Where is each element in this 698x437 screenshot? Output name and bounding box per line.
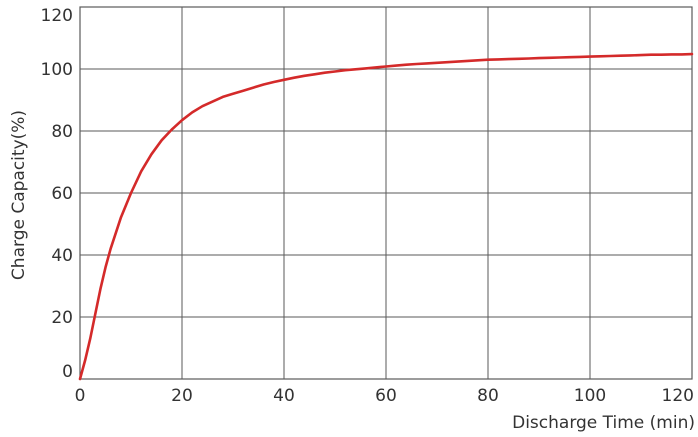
y-axis-title: Charge Capacity(%) — [9, 110, 29, 280]
x-tick-label: 100 — [574, 386, 606, 406]
series-group — [78, 52, 694, 381]
x-tick-label: 40 — [273, 386, 295, 406]
x-axis-title: Discharge Time (min) — [512, 413, 695, 433]
y-tick-label: 100 — [41, 60, 73, 80]
x-tick-label: 0 — [75, 386, 86, 406]
x-tick-label: 20 — [171, 386, 193, 406]
y-tick-label: 40 — [51, 246, 73, 266]
plot-frame — [79, 6, 693, 380]
y-tick-label: 60 — [51, 184, 73, 204]
x-tick-label: 80 — [477, 386, 499, 406]
series-line — [78, 52, 694, 381]
x-tick-label: 120 — [662, 386, 694, 406]
x-tick-labels: 0 20 40 60 80 100 120 — [75, 386, 694, 406]
y-tick-label: 120 — [41, 6, 73, 26]
grid — [80, 7, 692, 379]
y-tick-label: 20 — [51, 308, 73, 328]
y-tick-label: 0 — [62, 362, 73, 382]
y-tick-labels: 0 20 40 60 80 100 120 — [41, 6, 73, 382]
y-tick-label: 80 — [51, 122, 73, 142]
x-tick-label: 60 — [375, 386, 397, 406]
